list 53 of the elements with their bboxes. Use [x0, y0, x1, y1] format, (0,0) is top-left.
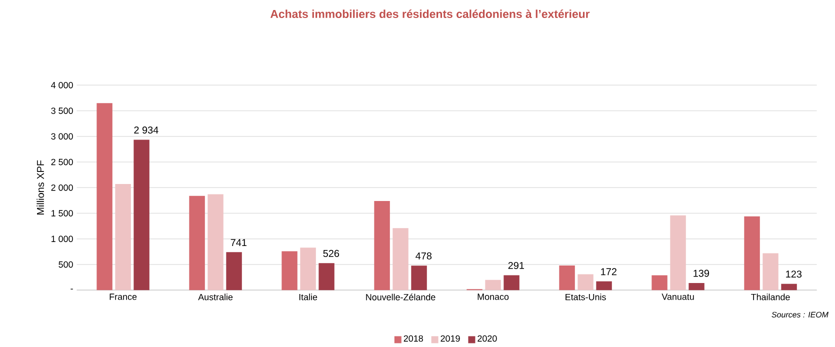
- y-tick-label: 1 500: [52, 210, 73, 216]
- x-tick-label: Nouvelle-Zélande: [366, 294, 436, 300]
- y-tick-label: 2 500: [51, 158, 73, 166]
- bar: [504, 275, 520, 290]
- y-tick-label: 2 000: [51, 184, 73, 191]
- data-label: 291: [508, 262, 524, 269]
- legend-label: 2018: [404, 335, 423, 342]
- bar: [744, 216, 760, 290]
- bar: [134, 140, 150, 290]
- data-label: 172: [601, 268, 616, 276]
- bar: [578, 274, 594, 290]
- y-tick-label: 500: [58, 261, 73, 268]
- bar: [670, 215, 686, 290]
- bar: [392, 228, 408, 290]
- bar: [596, 281, 612, 290]
- bar: [96, 103, 112, 290]
- bar: [411, 266, 427, 290]
- data-label: 139: [694, 270, 709, 277]
- x-tick-label: Italie: [299, 294, 318, 300]
- x-tick-label: Australie: [198, 294, 233, 300]
- data-label: 123: [786, 270, 802, 278]
- y-tick-label: -: [70, 288, 73, 290]
- y-tick-label: 1 000: [52, 236, 73, 242]
- data-label: 2 934: [134, 126, 158, 134]
- bar: [652, 275, 668, 290]
- bar: [189, 196, 205, 290]
- x-tick-label: Monaco: [478, 294, 509, 300]
- y-axis-title: Millions XPF: [36, 160, 44, 214]
- bar: [374, 200, 390, 290]
- chart-title: Achats immobiliers des résidents calédoniens à l’extérieur: [270, 9, 590, 18]
- bar: [688, 282, 704, 290]
- bar: [559, 266, 575, 290]
- x-tick-label: Etats-Unis: [566, 294, 606, 300]
- legend-label: 2019: [440, 335, 460, 342]
- data-label: 478: [416, 252, 432, 260]
- legend-label: 2020: [478, 335, 497, 342]
- y-tick-label: 3 000: [51, 133, 73, 140]
- y-tick-label: 3 500: [51, 108, 73, 114]
- bar: [485, 280, 501, 290]
- bar: [300, 248, 316, 290]
- data-label: 526: [323, 250, 340, 257]
- bar: [762, 253, 778, 290]
- bar: [115, 184, 131, 290]
- bar: [781, 284, 797, 290]
- x-tick-label: France: [110, 294, 137, 300]
- x-tick-label: Vanuatu: [662, 294, 694, 300]
- bar: [226, 252, 242, 290]
- y-tick-label: 4 000: [51, 82, 73, 88]
- bar: [282, 251, 298, 290]
- x-tick-label: Thailande: [751, 294, 790, 300]
- data-label: 741: [230, 239, 246, 246]
- bar: [318, 263, 334, 290]
- bar: [208, 194, 224, 290]
